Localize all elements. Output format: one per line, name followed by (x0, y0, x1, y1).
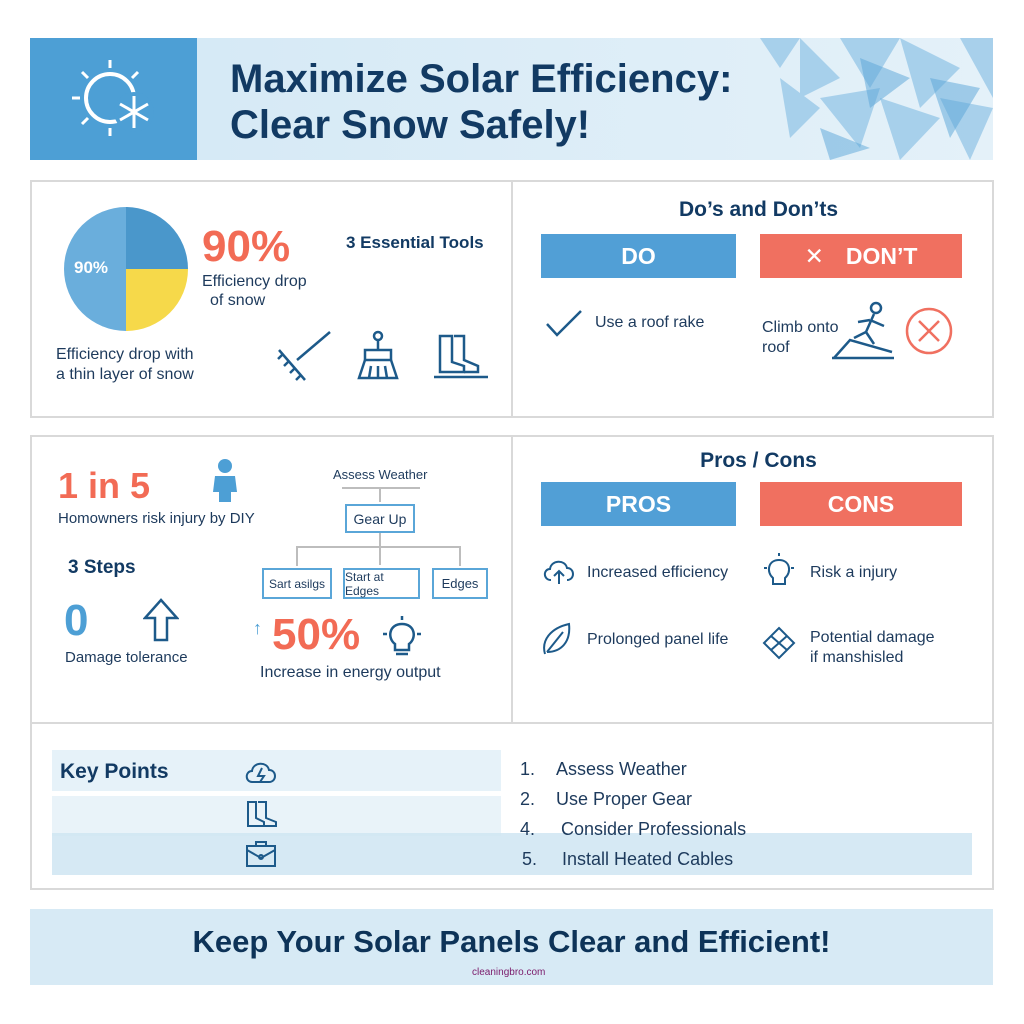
flow-step-gear-up: Gear Up (345, 504, 415, 533)
cons-header: CONS (760, 482, 962, 526)
pros-label: PROS (605, 490, 672, 517)
flow-connector (296, 546, 461, 548)
leaf-icon (543, 622, 571, 655)
key-point-number: 4. (520, 819, 536, 839)
title-line-2: Clear Snow Safely! (230, 103, 591, 147)
flow-step-assess-weather: Assess Weather (333, 467, 428, 482)
key-point-4: 4. Consider Professionals (520, 819, 746, 840)
injury-caption: Homowners risk injury by DIY (58, 510, 255, 527)
increase-caption: Increase in energy output (260, 664, 441, 681)
boots-icon (247, 801, 277, 827)
key-point-5: 5. Install Heated Cables (522, 849, 733, 870)
key-point-text: Consider Professionals (561, 819, 747, 839)
briefcase-icon (246, 841, 276, 867)
small-arrow-up-icon: ↑ (253, 618, 262, 638)
lightbulb-icon (383, 616, 421, 656)
do-item: Use a roof rake (595, 314, 705, 331)
efficiency-caption-1: Efficiency drop (202, 273, 307, 290)
key-point-number: 1. (520, 759, 536, 779)
title-line-1: Maximize Solar Efficiency: (230, 57, 733, 101)
increase-value: 50% (272, 610, 361, 659)
arrow-up-icon (143, 598, 179, 642)
dont-item-line-2: roof (762, 339, 790, 356)
flow-connector (379, 487, 381, 502)
cons-label: CONS (827, 490, 895, 517)
pie-slice-top-right (126, 207, 188, 269)
pros-header: PROS (541, 482, 736, 526)
key-point-text: Assess Weather (556, 759, 687, 779)
watermark: cleaningbro.com (472, 967, 546, 978)
key-point-number: 2. (520, 789, 536, 809)
flow-step-start-at-edges: Start at Edges (343, 568, 420, 599)
flow-step-1: Sart asilgs (262, 568, 332, 599)
key-point-text: Use Proper Gear (556, 789, 693, 809)
flow-connector (379, 533, 381, 565)
do-label: DO (621, 242, 656, 269)
lightbulb-icon (764, 553, 794, 585)
flow-connector (296, 546, 298, 566)
person-icon (213, 459, 237, 502)
injury-ratio-value: 1 in 5 (58, 465, 151, 506)
tools-title: 3 Essential Tools (346, 233, 484, 252)
checkmark-icon (546, 310, 582, 337)
dos-donts-panel (511, 180, 994, 418)
efficiency-pie-chart (64, 207, 188, 331)
cloud-lightning-icon (245, 762, 276, 783)
pie-caption-2: a thin layer of snow (56, 366, 194, 383)
pros-cons-title: Pros / Cons (700, 449, 817, 472)
key-points-row (52, 750, 501, 791)
pros-cons-panel (511, 435, 994, 724)
sun-snowflake-icon (72, 60, 154, 136)
flow-connector (342, 487, 420, 489)
dont-label: DON’T (845, 242, 918, 269)
person-climbing-roof-icon (832, 301, 894, 360)
efficiency-drop-value: 90% (202, 222, 291, 271)
flow-step-edges: Edges (432, 568, 488, 599)
x-icon: ✕ (804, 242, 824, 269)
key-points-row-highlight (52, 833, 972, 875)
prohibited-icon (905, 307, 953, 355)
pro-item-2: Prolonged panel life (587, 631, 729, 648)
key-point-2: 2. Use Proper Gear (520, 789, 692, 810)
diamond-grid-icon (762, 626, 796, 660)
zero-caption: Damage tolerance (65, 649, 188, 666)
rake-icon (277, 331, 331, 381)
key-points-title: Key Points (60, 760, 169, 783)
key-point-1: 1. Assess Weather (520, 759, 687, 780)
do-header: DO (541, 234, 736, 278)
key-point-text: Install Heated Cables (562, 849, 734, 869)
flow-connector (459, 546, 461, 566)
key-points-row (52, 796, 501, 836)
header-icon-block (30, 38, 197, 160)
footer-banner: Keep Your Solar Panels Clear and Efficie… (30, 909, 993, 985)
dont-header: ✕ DON’T (760, 234, 962, 278)
con-item-2-line-2: if manshisled (810, 649, 904, 666)
pie-slice-bottom-right (126, 269, 188, 331)
zero-value: 0 (64, 596, 89, 645)
triangle-pattern (760, 38, 993, 160)
efficiency-caption-2: of snow (210, 292, 266, 309)
steps-title: 3 Steps (68, 557, 136, 578)
con-item-2-line-1: Potential damage (810, 629, 935, 646)
dont-item-line-1: Climb onto (762, 319, 839, 336)
key-point-number: 5. (522, 849, 538, 869)
dos-donts-title: Do’s and Don’ts (678, 198, 839, 221)
con-item-1: Risk a injury (810, 564, 898, 581)
pie-slice-left (64, 207, 126, 331)
cloud-upload-icon (543, 560, 574, 584)
page-title: Maximize Solar Efficiency: Clear Snow Saf… (230, 56, 732, 148)
boots-icon (434, 334, 488, 379)
pie-caption-1: Efficiency drop with (56, 346, 194, 363)
pro-item-1: Increased efficiency (587, 564, 729, 581)
footer-text: Keep Your Solar Panels Clear and Efficie… (192, 924, 831, 959)
pie-label: 90% (74, 258, 109, 277)
brush-icon (357, 330, 399, 380)
